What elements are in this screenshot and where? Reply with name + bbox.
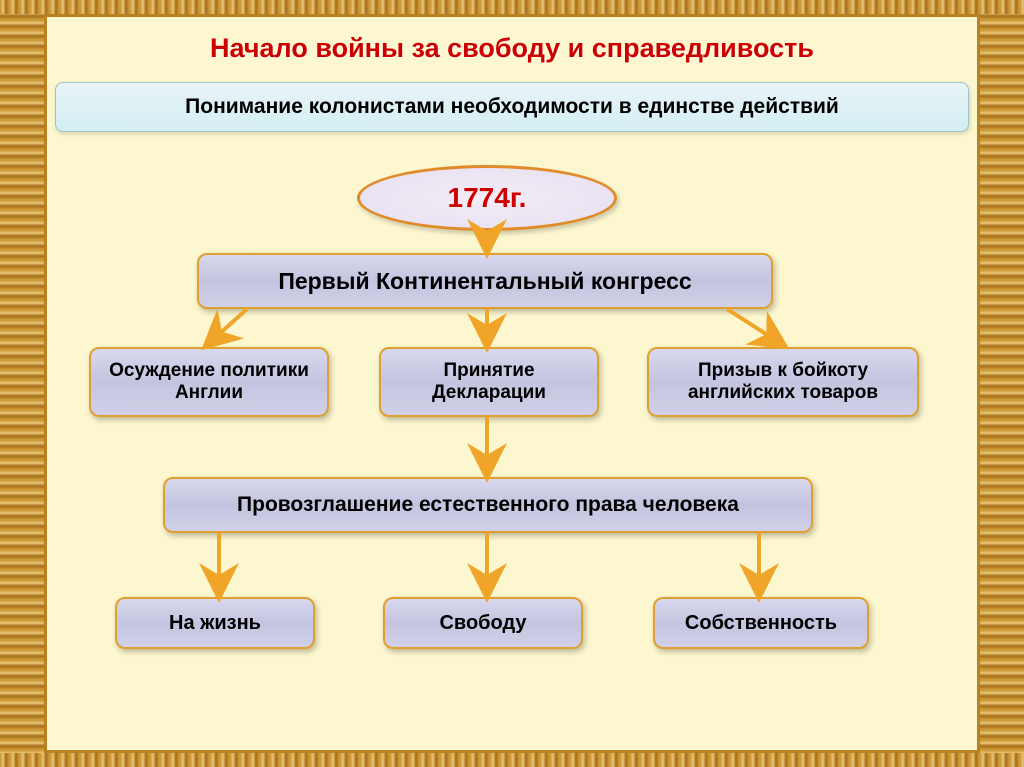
box-condemnation: Осуждение политики Англии — [89, 347, 329, 417]
slide-title: Начало войны за свободу и справедливость — [47, 17, 977, 64]
box-property: Собственность — [653, 597, 869, 649]
frame-border-top — [0, 0, 1024, 14]
frame-border-bottom — [0, 753, 1024, 767]
box-rights: Провозглашение естественного права челов… — [163, 477, 813, 533]
box-life: На жизнь — [115, 597, 315, 649]
year-ellipse: 1774г. — [357, 165, 617, 231]
banner-box: Понимание колонистами необходимости в ед… — [55, 82, 969, 132]
slide-canvas: Начало войны за свободу и справедливость… — [44, 14, 980, 753]
box-freedom: Свободу — [383, 597, 583, 649]
frame-border-left — [0, 0, 44, 767]
slide-frame: Начало войны за свободу и справедливость… — [0, 0, 1024, 767]
frame-border-right — [980, 0, 1024, 767]
box-congress: Первый Континентальный конгресс — [197, 253, 773, 309]
box-declaration: Принятие Декларации — [379, 347, 599, 417]
box-boycott: Призыв к бойкоту английских товаров — [647, 347, 919, 417]
